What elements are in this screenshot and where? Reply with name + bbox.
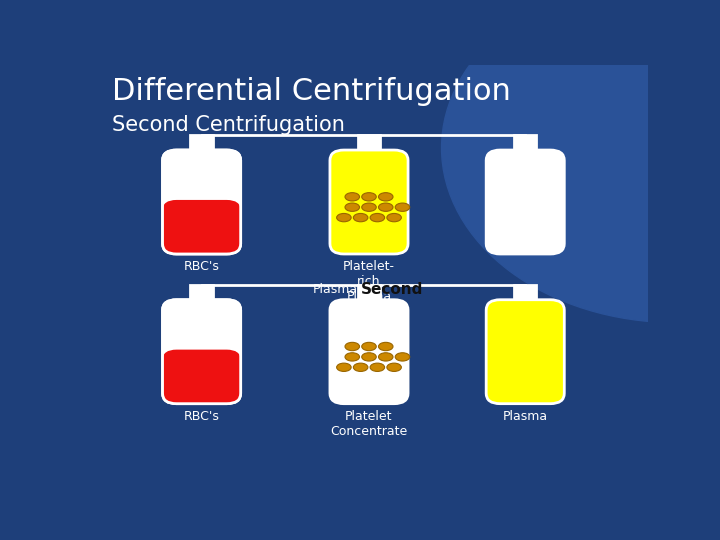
Ellipse shape [387, 213, 401, 222]
Ellipse shape [361, 193, 377, 201]
Ellipse shape [361, 353, 377, 361]
Text: Second Centrifugation: Second Centrifugation [112, 114, 345, 134]
Text: RBC's: RBC's [184, 410, 220, 423]
Ellipse shape [337, 213, 351, 222]
Bar [514, 285, 536, 300]
Ellipse shape [379, 203, 393, 211]
FancyBboxPatch shape [330, 300, 408, 404]
Text: Differential Centrifugation: Differential Centrifugation [112, 77, 511, 106]
Ellipse shape [379, 353, 393, 361]
Ellipse shape [379, 193, 393, 201]
Ellipse shape [361, 203, 377, 211]
Text: Platelet-
rich
Plasma: Platelet- rich Plasma [343, 260, 395, 303]
Bar [190, 136, 213, 150]
Ellipse shape [370, 213, 384, 222]
Bar [190, 285, 213, 300]
Ellipse shape [379, 342, 393, 350]
Text: Platelet
Concentrate: Platelet Concentrate [330, 410, 408, 438]
Bar [514, 136, 536, 150]
Ellipse shape [337, 363, 351, 372]
FancyBboxPatch shape [163, 300, 240, 404]
Ellipse shape [370, 363, 384, 372]
Text: Second: Second [361, 282, 423, 297]
FancyBboxPatch shape [486, 300, 564, 404]
Ellipse shape [361, 342, 377, 350]
Ellipse shape [345, 353, 359, 361]
FancyBboxPatch shape [163, 349, 240, 404]
Ellipse shape [395, 203, 410, 211]
Bar [358, 136, 380, 150]
Text: Plasma: Plasma [503, 410, 548, 423]
Ellipse shape [354, 363, 368, 372]
Ellipse shape [387, 363, 401, 372]
Text: RBC's: RBC's [184, 260, 220, 273]
FancyBboxPatch shape [163, 200, 240, 254]
Text: Plasma: Plasma [312, 283, 358, 296]
Bar [358, 285, 380, 300]
FancyBboxPatch shape [486, 150, 564, 254]
FancyBboxPatch shape [330, 150, 408, 254]
Ellipse shape [345, 193, 359, 201]
Circle shape [441, 0, 720, 322]
Ellipse shape [395, 353, 410, 361]
Ellipse shape [354, 213, 368, 222]
FancyBboxPatch shape [163, 150, 240, 254]
Ellipse shape [345, 342, 359, 350]
Ellipse shape [345, 203, 359, 211]
